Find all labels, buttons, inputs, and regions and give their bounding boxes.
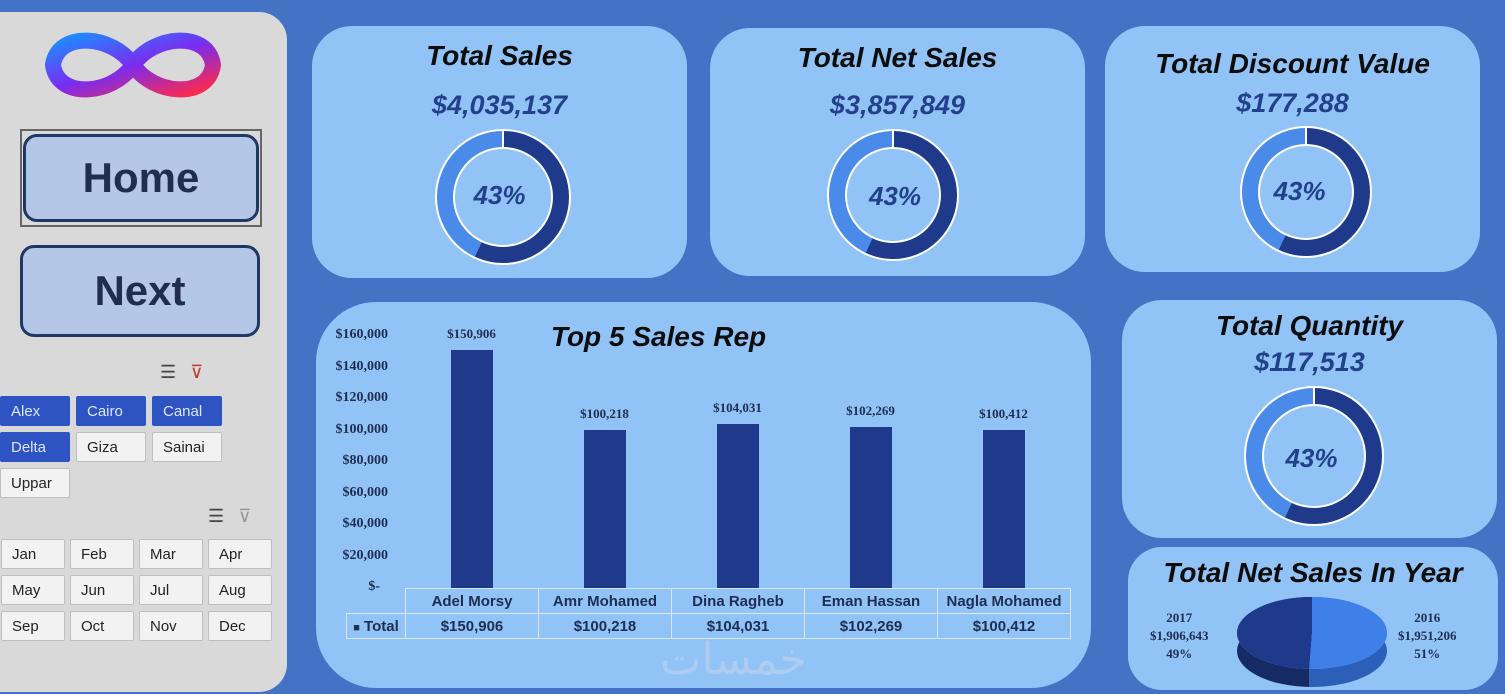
pie-chart [1237, 597, 1388, 687]
table-value-cell: $100,412 [937, 613, 1071, 639]
month-slicer-toolbar: ☰ ⊽ [208, 506, 251, 527]
y-tick-label: $60,000 [342, 484, 389, 500]
month-chip-dec[interactable]: Dec [208, 611, 272, 641]
table-series-label: ■ Total [346, 613, 406, 639]
chart-title: Top 5 Sales Rep [550, 321, 767, 352]
month-chip-mar[interactable]: Mar [139, 539, 203, 569]
y-tick-label: $40,000 [342, 516, 389, 531]
month-chip-feb[interactable]: Feb [70, 539, 134, 569]
total-sales-card: Total Sales $4,035,137 43% [312, 26, 687, 278]
bar-amr-mohamed[interactable] [583, 430, 626, 588]
multi-select-icon[interactable]: ☰ [208, 506, 225, 526]
net-sales-year-card: Total Net Sales In Year 2017 $1,906,643 … [1128, 547, 1498, 690]
chart-data-table: Adel Morsy Amr Mohamed Dina Ragheb Eman Has… [346, 588, 1071, 639]
y-tick-label: $80,000 [342, 453, 389, 468]
chart-title: Total Net Sales In Year [1163, 557, 1463, 588]
month-chip-apr[interactable]: Apr [208, 539, 272, 569]
x-category-label: Eman Hassan [804, 588, 938, 614]
donut-percent: 43% [1273, 176, 1326, 206]
multi-select-icon[interactable]: ☰ [160, 362, 177, 382]
donut-chart [1240, 126, 1372, 258]
region-chip-alex[interactable]: Alex [0, 396, 70, 426]
card-value: $177,288 [1236, 88, 1349, 118]
total-discount-card: Total Discount Value $177,288 43% [1105, 26, 1480, 272]
clear-filter-icon[interactable]: ⊽ [190, 362, 204, 382]
x-category-label: Adel Morsy [405, 588, 539, 614]
infinity-logo-icon [44, 32, 222, 98]
donut-percent: 43% [1285, 443, 1338, 473]
pie-label-2017: 2017 $1,906,643 49% [1150, 610, 1209, 661]
month-chip-aug[interactable]: Aug [208, 575, 272, 605]
card-value: $3,857,849 [829, 90, 966, 120]
month-chip-nov[interactable]: Nov [139, 611, 203, 641]
clear-filter-icon[interactable]: ⊽ [238, 506, 252, 526]
x-category-label: Nagla Mohamed [937, 588, 1071, 614]
card-title: Total Discount Value [1155, 48, 1430, 79]
region-chip-sainai[interactable]: Sainai [152, 432, 222, 462]
donut-percent: 43% [868, 181, 922, 211]
month-chip-jun[interactable]: Jun [70, 575, 134, 605]
y-tick-label: $120,000 [335, 390, 389, 405]
bar-data-label: $100,412 [979, 405, 1028, 421]
card-value: $4,035,137 [431, 90, 568, 120]
watermark: خمسات [660, 634, 807, 685]
region-chip-giza[interactable]: Giza [76, 432, 146, 462]
pie-label-2016: 2016 $1,951,206 51% [1398, 610, 1457, 661]
month-chip-jul[interactable]: Jul [139, 575, 203, 605]
bar-nagla-mohamed[interactable] [982, 429, 1025, 588]
y-tick-label: $100,000 [335, 421, 389, 437]
bar-dina-ragheb[interactable] [716, 424, 759, 588]
bar-data-label: $100,218 [580, 406, 629, 422]
month-chip-may[interactable]: May [1, 575, 65, 605]
y-tick-label: $20,000 [342, 547, 389, 563]
month-chip-sep[interactable]: Sep [1, 611, 65, 641]
region-chip-uppar[interactable]: Uppar [0, 468, 70, 498]
sidebar: Home Next ☰ ⊽ Alex Cairo Canal Delta Giza Sai… [0, 12, 287, 692]
donut-percent: 43% [473, 180, 526, 210]
region-chip-cairo[interactable]: Cairo [76, 396, 146, 426]
card-title: Total Sales [426, 40, 573, 71]
table-value-cell: $102,269 [804, 613, 938, 639]
next-button[interactable]: Next [20, 245, 260, 337]
bar-eman-hassan[interactable] [849, 426, 892, 588]
donut-chart [1244, 386, 1384, 526]
pie-slice-2017[interactable] [1237, 597, 1312, 669]
bar-data-label: $104,031 [713, 400, 762, 416]
donut-percent-arc [436, 130, 570, 264]
total-quantity-card: Total Quantity $117,513 43% [1122, 300, 1497, 538]
total-net-sales-card: Total Net Sales $3,857,849 43% [710, 28, 1085, 276]
x-category-label: Dina Ragheb [671, 588, 805, 614]
donut-percent-arc [1245, 387, 1383, 525]
bar-adel-morsy[interactable] [450, 350, 493, 588]
table-value-cell: $100,218 [538, 613, 672, 639]
bar-data-label: $102,269 [846, 402, 895, 418]
region-chip-delta[interactable]: Delta [0, 432, 70, 462]
donut-chart [827, 129, 959, 261]
home-button-frame [20, 129, 262, 227]
bar-data-label: $150,906 [447, 326, 496, 342]
month-chip-jan[interactable]: Jan [1, 539, 65, 569]
month-chip-oct[interactable]: Oct [70, 611, 134, 641]
card-title: Total Quantity [1215, 310, 1404, 341]
card-title: Total Net Sales [797, 42, 998, 73]
y-tick-label: $160,000 [335, 327, 389, 342]
table-value-cell: $150,906 [405, 613, 539, 639]
pie-slice-2016[interactable] [1309, 597, 1388, 669]
y-tick-label: $- [368, 579, 380, 594]
table-value-cell: $104,031 [671, 613, 805, 639]
x-category-label: Amr Mohamed [538, 588, 672, 614]
card-value: $117,513 [1254, 347, 1365, 377]
y-tick-label: $140,000 [335, 358, 389, 374]
region-slicer-toolbar: ☰ ⊽ [160, 362, 203, 383]
home-button[interactable]: Home [23, 134, 259, 222]
region-chip-canal[interactable]: Canal [152, 396, 222, 426]
donut-chart [435, 129, 571, 265]
